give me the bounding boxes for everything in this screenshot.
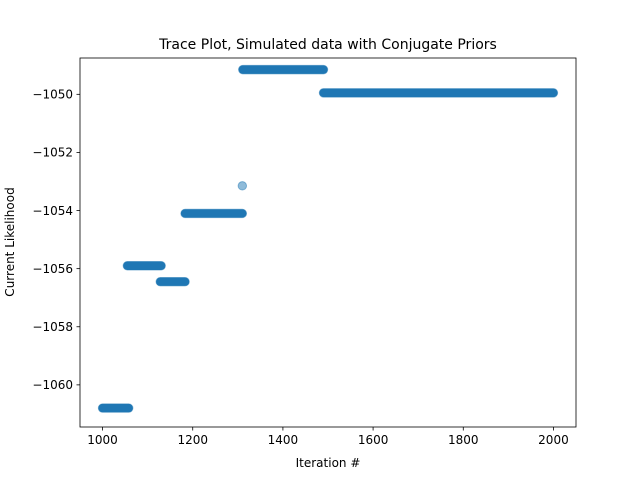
data-point-run-0-2 — [155, 277, 190, 287]
y-axis-ticks: −1060 −1058 −1056 −1054 −1052 −1050 — [32, 88, 80, 392]
y-tick-label: −1052 — [32, 146, 73, 160]
data-point-run-0-1 — [122, 261, 166, 271]
y-tick-label: −1050 — [32, 88, 73, 102]
y-tick-label: −1054 — [32, 204, 73, 218]
data-point-run-0-4 — [237, 181, 248, 191]
y-tick-label: −1058 — [32, 320, 73, 334]
x-tick-label: 1400 — [268, 433, 299, 447]
data-points — [97, 64, 559, 413]
y-axis-label: Current Likelihood — [3, 187, 17, 296]
data-point-run-0-5 — [238, 64, 329, 75]
x-axis-ticks: 1000 1200 1400 1600 1800 2000 — [87, 427, 569, 447]
x-tick-label: 1800 — [448, 433, 479, 447]
x-tick-label: 2000 — [538, 433, 569, 447]
x-tick-label: 1600 — [358, 433, 389, 447]
data-point-run-0-6 — [318, 88, 559, 98]
chart-title: Trace Plot, Simulated data with Conjugat… — [158, 37, 497, 53]
data-point-run-0-0 — [97, 403, 134, 413]
plot-area-frame — [79, 57, 577, 428]
data-point-run-0-3 — [180, 208, 248, 219]
x-tick-label: 1200 — [177, 433, 208, 447]
y-tick-label: −1056 — [32, 262, 73, 276]
x-axis-label: Iteration # — [296, 456, 361, 470]
y-tick-label: −1060 — [32, 378, 73, 392]
x-tick-label: 1000 — [87, 433, 118, 447]
